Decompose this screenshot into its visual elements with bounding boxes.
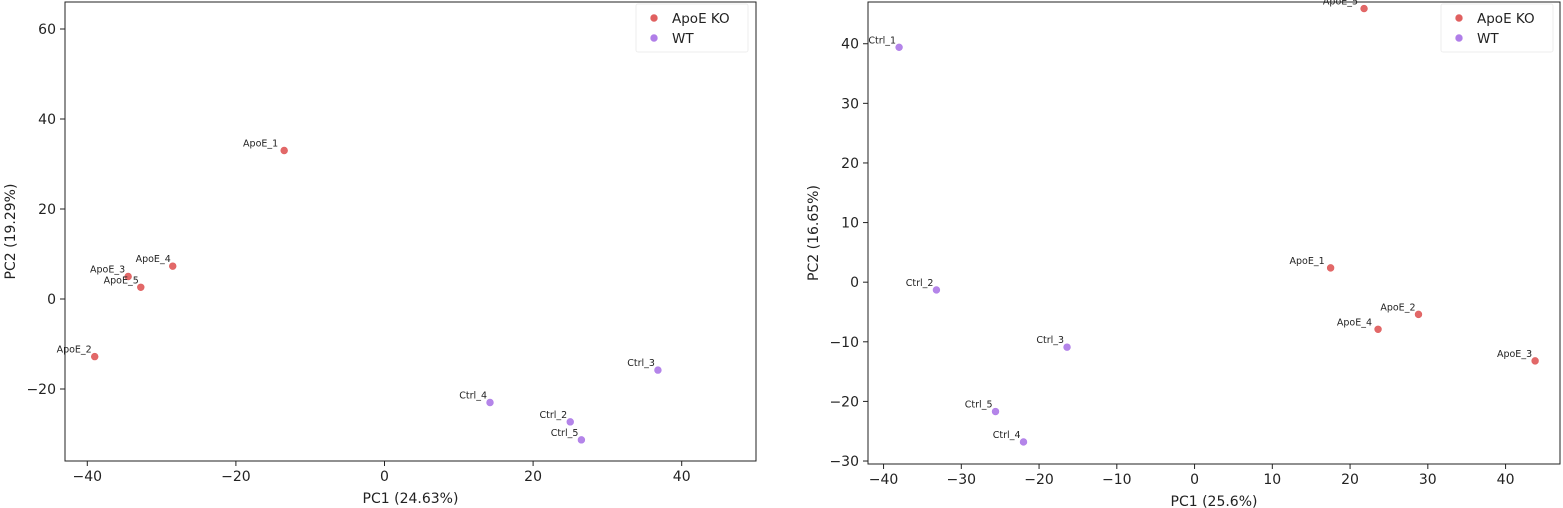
point-label: Ctrl_5 — [551, 428, 579, 439]
left-y-tick-label: 40 — [38, 112, 56, 128]
data-point — [280, 146, 288, 155]
left-plot-frame — [64, 1, 757, 462]
data-point — [1374, 325, 1382, 333]
data-point — [1360, 4, 1368, 13]
left-x-tick-label: 0 — [380, 469, 389, 485]
left-y-tick-label: 60 — [38, 22, 56, 38]
right-x-tick-label: 40 — [1497, 472, 1515, 488]
data-point — [91, 352, 99, 361]
point-label: ApoE_1 — [243, 139, 278, 150]
right-y-tick-label: −30 — [829, 454, 859, 470]
legend-label: ApoE KO — [1477, 11, 1535, 27]
data-point — [566, 418, 574, 426]
point-label: Ctrl_2 — [540, 410, 568, 421]
data-point — [895, 43, 903, 52]
right-x-axis-label: PC1 (25.6%) — [1171, 494, 1258, 508]
data-point — [1063, 343, 1071, 351]
point-label: Ctrl_2 — [906, 278, 934, 289]
right-x-tick-label: −20 — [1024, 472, 1054, 488]
data-point — [486, 398, 494, 407]
data-point — [124, 272, 132, 281]
point-label: ApoE_5 — [1323, 0, 1358, 8]
data-point — [1414, 310, 1423, 319]
point-label: ApoE_4 — [136, 254, 171, 265]
legend-label: WT — [672, 31, 694, 47]
right-legend-box — [1440, 3, 1554, 53]
left-x-axis-label: PC1 (24.63%) — [363, 491, 459, 507]
left-y-tick-label: 20 — [38, 202, 56, 218]
point-label: Ctrl_3 — [1036, 335, 1064, 346]
legend-marker — [1455, 34, 1463, 42]
left-pca-plot: −40 −20 0 20 40 −20 0 20 40 60 PC1 (24.63%) PC2 (19… — [3, 1, 757, 507]
right-x-tick-label: 30 — [1419, 472, 1437, 488]
left-y-tick-label: −20 — [26, 382, 56, 398]
right-y-tick-label: −10 — [829, 335, 859, 351]
left-x-tick-label: 40 — [673, 469, 691, 485]
right-y-axis-label: PC2 (16.65%) — [806, 185, 822, 281]
legend-marker — [650, 34, 658, 42]
legend-label: ApoE KO — [672, 11, 730, 27]
right-y-tick-label: −20 — [829, 394, 859, 410]
right-x-tick-label: −30 — [947, 472, 977, 488]
point-label: Ctrl_1 — [868, 35, 896, 46]
right-y-tick-label: 30 — [841, 96, 859, 112]
point-label: Ctrl_4 — [993, 430, 1021, 441]
right-y-tick-label: 40 — [841, 37, 859, 53]
point-label: ApoE_5 — [104, 275, 139, 286]
right-x-tick-label: 20 — [1341, 472, 1359, 488]
data-point — [991, 407, 1000, 416]
data-point — [137, 283, 145, 291]
legend-marker — [1455, 14, 1463, 22]
right-x-tick-label: 10 — [1263, 472, 1281, 488]
left-x-tick-label: 20 — [524, 469, 542, 485]
data-point — [1326, 264, 1335, 272]
data-point — [654, 366, 662, 374]
point-label: ApoE_3 — [90, 265, 125, 276]
point-label: Ctrl_5 — [965, 400, 993, 411]
point-label: ApoE_1 — [1289, 256, 1324, 267]
data-point — [577, 436, 586, 444]
right-legend: ApoE KO WT — [1440, 3, 1554, 53]
data-point — [1531, 357, 1539, 365]
right-plot-frame — [867, 1, 1561, 465]
point-label: Ctrl_4 — [459, 391, 487, 402]
point-label: ApoE_4 — [1337, 317, 1372, 328]
point-label: Ctrl_3 — [627, 358, 655, 369]
point-label: ApoE_2 — [57, 345, 92, 356]
right-pca-plot: −40 −30 −20 −10 0 10 20 30 40 −30 −20 −10 0 10 20 30 40 P… — [806, 0, 1561, 508]
data-point — [169, 262, 177, 270]
right-y-tick-label: 0 — [850, 275, 859, 291]
right-x-tick-label: −40 — [869, 472, 899, 488]
right-x-tick-label: 0 — [1190, 472, 1199, 488]
data-point — [932, 286, 941, 294]
data-point — [1019, 438, 1028, 446]
point-label: ApoE_2 — [1380, 302, 1415, 313]
left-legend-box — [635, 3, 749, 53]
right-y-tick-label: 10 — [841, 216, 859, 232]
point-label: ApoE_3 — [1497, 349, 1532, 360]
left-x-tick-label: −40 — [73, 469, 103, 485]
right-x-tick-label: −10 — [1102, 472, 1132, 488]
left-legend: ApoE KO WT — [635, 3, 749, 53]
left-x-tick-label: −20 — [221, 469, 251, 485]
left-y-axis-label: PC2 (19.29%) — [3, 184, 19, 280]
legend-marker — [650, 14, 658, 22]
left-y-tick-label: 0 — [47, 292, 56, 308]
legend-label: WT — [1477, 31, 1499, 47]
right-y-tick-label: 20 — [841, 156, 859, 172]
